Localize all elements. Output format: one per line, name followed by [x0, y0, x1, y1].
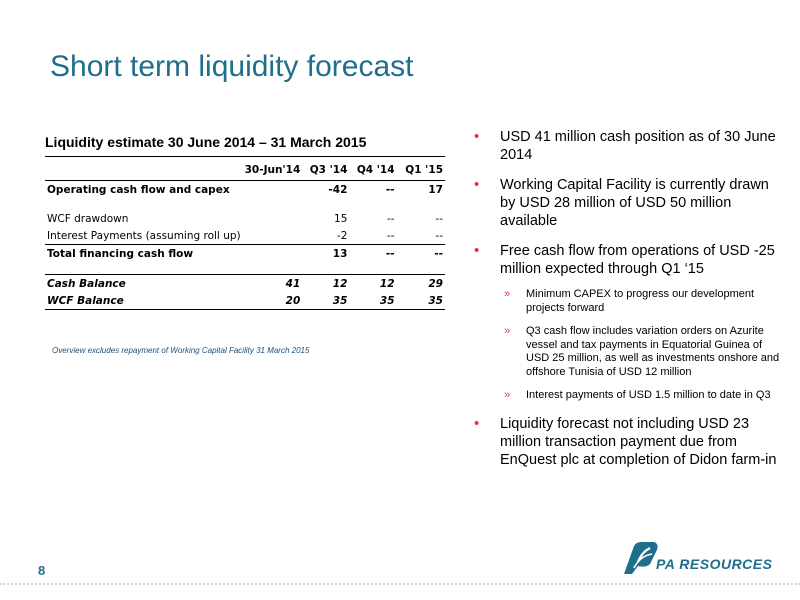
- cell: [242, 227, 303, 245]
- table-row: Interest Payments (assuming roll up) -2 …: [45, 227, 445, 245]
- cell: 17: [428, 183, 443, 196]
- header-cell: [45, 160, 243, 181]
- table-row: WCF Balance 20 35 35 35: [45, 292, 445, 310]
- bullet-text: USD 41 million cash position as of 30 Ju…: [500, 129, 776, 163]
- sub-bullet-text: Q3 cash flow includes variation orders o…: [526, 325, 780, 378]
- bullet-text: Free cash flow from operations of USD -2…: [500, 243, 775, 277]
- footer-divider: [0, 583, 800, 585]
- row-label: Interest Payments (assuming roll up): [45, 227, 243, 245]
- bullet-icon: •: [474, 242, 480, 259]
- cell: -42: [328, 183, 348, 196]
- cell: --: [396, 227, 445, 245]
- table-row: Cash Balance 41 12 12 29: [45, 275, 445, 293]
- sub-bullet-item: » Q3 cash flow includes variation orders…: [500, 325, 784, 379]
- bullet-item: • Free cash flow from operations of USD …: [474, 242, 784, 403]
- pa-resources-logo-icon: [624, 542, 658, 574]
- cell: 29: [428, 277, 443, 290]
- table-title-rule: [45, 156, 445, 157]
- row-label: WCF Balance: [45, 292, 243, 310]
- bullet-list: • USD 41 million cash position as of 30 …: [474, 128, 784, 481]
- table-title: Liquidity estimate 30 June 2014 – 31 Mar…: [45, 134, 367, 150]
- liquidity-table: 30-Jun'14 Q3 '14 Q4 '14 Q1 '15 Operating…: [45, 160, 445, 310]
- sub-bullet-text: Interest payments of USD 1.5 million to …: [526, 389, 771, 401]
- chevron-right-icon: »: [504, 288, 511, 300]
- row-label: Total financing cash flow: [47, 247, 194, 260]
- cell: 12: [379, 277, 395, 290]
- cell: [243, 210, 303, 227]
- row-label: Operating cash flow and capex: [47, 183, 230, 196]
- bullet-text: Liquidity forecast not including USD 23 …: [500, 415, 777, 468]
- bullet-item: • Working Capital Facility is currently …: [474, 176, 784, 230]
- cell: --: [386, 212, 395, 225]
- bullet-text: Working Capital Facility is currently dr…: [500, 177, 769, 229]
- cell: 41: [285, 277, 301, 290]
- sub-bullet-text: Minimum CAPEX to progress our developmen…: [526, 288, 755, 314]
- table-header-row: 30-Jun'14 Q3 '14 Q4 '14 Q1 '15: [45, 160, 445, 181]
- cell: --: [434, 247, 443, 260]
- cell: --: [435, 212, 443, 225]
- row-label: WCF drawdown: [47, 212, 129, 225]
- cell: -2: [302, 227, 350, 245]
- table-spacer-row: [45, 262, 445, 275]
- chevron-right-icon: »: [504, 325, 511, 337]
- table-footnote: Overview excludes repayment of Working C…: [52, 346, 310, 355]
- header-cell: Q3 '14: [302, 160, 350, 181]
- chevron-right-icon: »: [504, 389, 511, 401]
- cell: 13: [332, 247, 348, 260]
- cell: [243, 181, 303, 199]
- bullet-icon: •: [474, 176, 480, 193]
- bullet-item: • USD 41 million cash position as of 30 …: [474, 128, 784, 164]
- slide-title: Short term liquidity forecast: [50, 50, 414, 83]
- table-row: WCF drawdown 15 -- --: [45, 210, 445, 227]
- logo-text: PA RESOURCES: [656, 556, 773, 572]
- page-number: 8: [38, 563, 46, 578]
- cell: 35: [302, 292, 350, 310]
- cell: 15: [334, 212, 348, 225]
- cell: --: [349, 227, 397, 245]
- table-row: Operating cash flow and capex -42 -- 17: [45, 181, 445, 199]
- cell: --: [385, 183, 395, 196]
- cell: --: [385, 247, 395, 260]
- row-label: Cash Balance: [47, 277, 126, 290]
- cell: [243, 245, 303, 263]
- sub-bullet-list: » Minimum CAPEX to progress our developm…: [500, 288, 784, 403]
- table-spacer-row: [45, 198, 445, 210]
- bullet-icon: •: [474, 414, 480, 432]
- cell: 12: [332, 277, 348, 290]
- cell: 35: [396, 292, 445, 310]
- header-cell: Q4 '14: [349, 160, 397, 181]
- bullet-icon: •: [474, 128, 480, 145]
- cell: 20: [242, 292, 303, 310]
- sub-bullet-item: » Interest payments of USD 1.5 million t…: [500, 389, 784, 403]
- bullet-item: • Liquidity forecast not including USD 2…: [474, 415, 784, 469]
- header-cell: 30-Jun'14: [242, 160, 303, 181]
- header-cell: Q1 '15: [396, 160, 445, 181]
- cell: 35: [349, 292, 397, 310]
- table-row: Total financing cash flow 13 -- --: [45, 245, 445, 263]
- sub-bullet-item: » Minimum CAPEX to progress our developm…: [500, 288, 784, 315]
